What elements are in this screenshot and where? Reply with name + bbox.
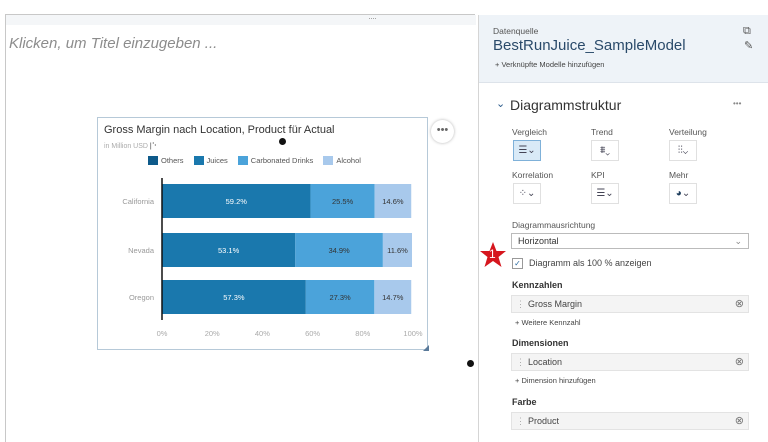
bar-chart-icon[interactable]: ☰⌄ — [513, 140, 541, 161]
x-tick-label: 40% — [255, 329, 270, 338]
copy-icon[interactable]: ⧉ — [743, 25, 751, 37]
page-title-input[interactable]: Klicken, um Titel einzugeben ... — [9, 35, 218, 52]
data-label: 53.1% — [218, 246, 240, 255]
legend-label: Carbonated Drinks — [250, 156, 314, 165]
legend-label: Others — [161, 156, 184, 165]
resize-corner-icon — [423, 345, 429, 351]
section-more-button[interactable]: ••• — [733, 99, 742, 108]
orientation-label: Diagrammausrichtung — [512, 220, 596, 230]
edit-pencil-icon[interactable]: ✎ — [744, 40, 754, 52]
bullet-chart-icon[interactable]: ☰⌄ — [591, 183, 619, 204]
data-label: 59.2% — [226, 197, 248, 206]
legend-item[interactable]: Others — [148, 156, 184, 165]
chart-plot: California 59.2% 25.5% 14.6% Nevada 53.1% 34.9… — [122, 178, 429, 351]
orientation-select[interactable]: Horizontal ⌄ — [511, 233, 749, 249]
measures-label: Kennzahlen — [512, 280, 563, 290]
category-label: Oregon — [129, 293, 154, 302]
x-tick-label: 0% — [157, 329, 168, 338]
add-measure-link[interactable]: + Weitere Kennzahl — [515, 318, 581, 327]
boxplot-icon[interactable]: ⫶⫶⌄ — [669, 140, 697, 161]
area-chart-icon[interactable]: ⩩⌄ — [591, 140, 619, 161]
legend-item[interactable]: Alcohol — [323, 156, 361, 165]
remove-icon[interactable]: ⊗ — [734, 415, 744, 427]
bar-segment[interactable] — [305, 280, 375, 314]
resize-handle[interactable] — [279, 138, 286, 145]
data-label: 14.6% — [382, 197, 404, 206]
dimension-field[interactable]: ⋮ Location ⊗ — [511, 353, 749, 371]
data-source-section: Datenquelle BestRunJuice_SampleModel + V… — [479, 15, 768, 83]
drill-icon: |⠑ — [149, 143, 157, 150]
color-label: Farbe — [512, 397, 537, 407]
legend-label: Alcohol — [336, 156, 361, 165]
category-label: California — [122, 197, 155, 206]
bar-segment[interactable] — [162, 184, 311, 218]
measure-field[interactable]: ⋮ Gross Margin ⊗ — [511, 295, 749, 313]
data-label: 27.3% — [329, 293, 351, 302]
x-tick-label: 60% — [305, 329, 320, 338]
type-label: KPI — [591, 170, 605, 180]
chart-subtitle: in Million USD |⠑ — [104, 142, 157, 150]
x-tick-label: 20% — [205, 329, 220, 338]
data-source-name: BestRunJuice_SampleModel — [493, 37, 686, 54]
type-label: Korrelation — [512, 170, 554, 180]
add-linked-models-link[interactable]: + Verknüpfte Modelle hinzufügen — [495, 60, 605, 69]
category-label: Nevada — [128, 246, 155, 255]
data-label: 34.9% — [328, 246, 350, 255]
percent-checkbox-label: Diagramm als 100 % anzeigen — [529, 258, 652, 268]
dimensions-label: Dimensionen — [512, 338, 569, 348]
legend-item[interactable]: Carbonated Drinks — [237, 156, 314, 165]
section-title: Diagrammstruktur — [510, 97, 622, 113]
step-badge-star: 1 — [479, 241, 507, 269]
chart-widget[interactable]: California 59.2% 25.5% 14.6% Nevada 53.1% 34.9… — [97, 117, 429, 351]
bar-segment[interactable] — [162, 233, 296, 267]
bar-segment[interactable] — [310, 184, 375, 218]
donut-icon[interactable]: ◕⌄ — [669, 183, 697, 204]
bar-segment[interactable] — [382, 233, 412, 267]
legend-swatch — [148, 156, 158, 165]
chart-legend: Others Juices Carbonated Drinks Alcohol — [148, 156, 361, 165]
chart-more-button[interactable]: ••• — [431, 120, 454, 143]
chart-title: Gross Margin nach Location, Product für … — [104, 124, 335, 136]
data-source-label: Datenquelle — [493, 26, 539, 36]
legend-swatch — [193, 156, 204, 165]
chevron-down-icon[interactable]: ⌄ — [496, 98, 506, 110]
color-field[interactable]: ⋮ Product ⊗ — [511, 412, 749, 430]
data-label: 25.5% — [332, 197, 354, 206]
legend-item[interactable]: Juices — [193, 156, 228, 165]
canvas-header-bar — [6, 15, 476, 25]
chart-unit: in Million USD — [104, 143, 148, 150]
legend-swatch — [323, 156, 334, 165]
type-label: Trend — [591, 127, 613, 137]
type-label: Mehr — [669, 170, 689, 180]
bar-segment[interactable] — [374, 184, 412, 218]
bar-segment[interactable] — [374, 280, 412, 314]
data-label: 11.6% — [387, 246, 408, 255]
legend-swatch — [237, 156, 248, 165]
data-label: 57.3% — [223, 293, 245, 302]
type-label: Verteilung — [669, 127, 707, 137]
percent-checkbox[interactable]: ✓ — [512, 258, 523, 269]
bar-segment[interactable] — [162, 280, 306, 314]
drag-handle[interactable]: ···· — [368, 13, 377, 23]
bar-segment[interactable] — [295, 233, 383, 267]
resize-handle[interactable] — [467, 360, 474, 367]
chevron-down-icon: ⌄ — [734, 236, 742, 246]
x-tick-label: 100% — [403, 329, 423, 338]
remove-icon[interactable]: ⊗ — [734, 298, 744, 310]
remove-icon[interactable]: ⊗ — [734, 356, 744, 368]
add-dimension-link[interactable]: + Dimension hinzufügen — [515, 376, 596, 385]
scatter-icon[interactable]: ⁘⌄ — [513, 183, 541, 204]
x-tick-label: 80% — [355, 329, 370, 338]
data-label: 14.7% — [382, 293, 404, 302]
type-label: Vergleich — [512, 127, 547, 137]
legend-label: Juices — [206, 156, 228, 165]
builder-panel: Datenquelle BestRunJuice_SampleModel + V… — [478, 15, 768, 442]
